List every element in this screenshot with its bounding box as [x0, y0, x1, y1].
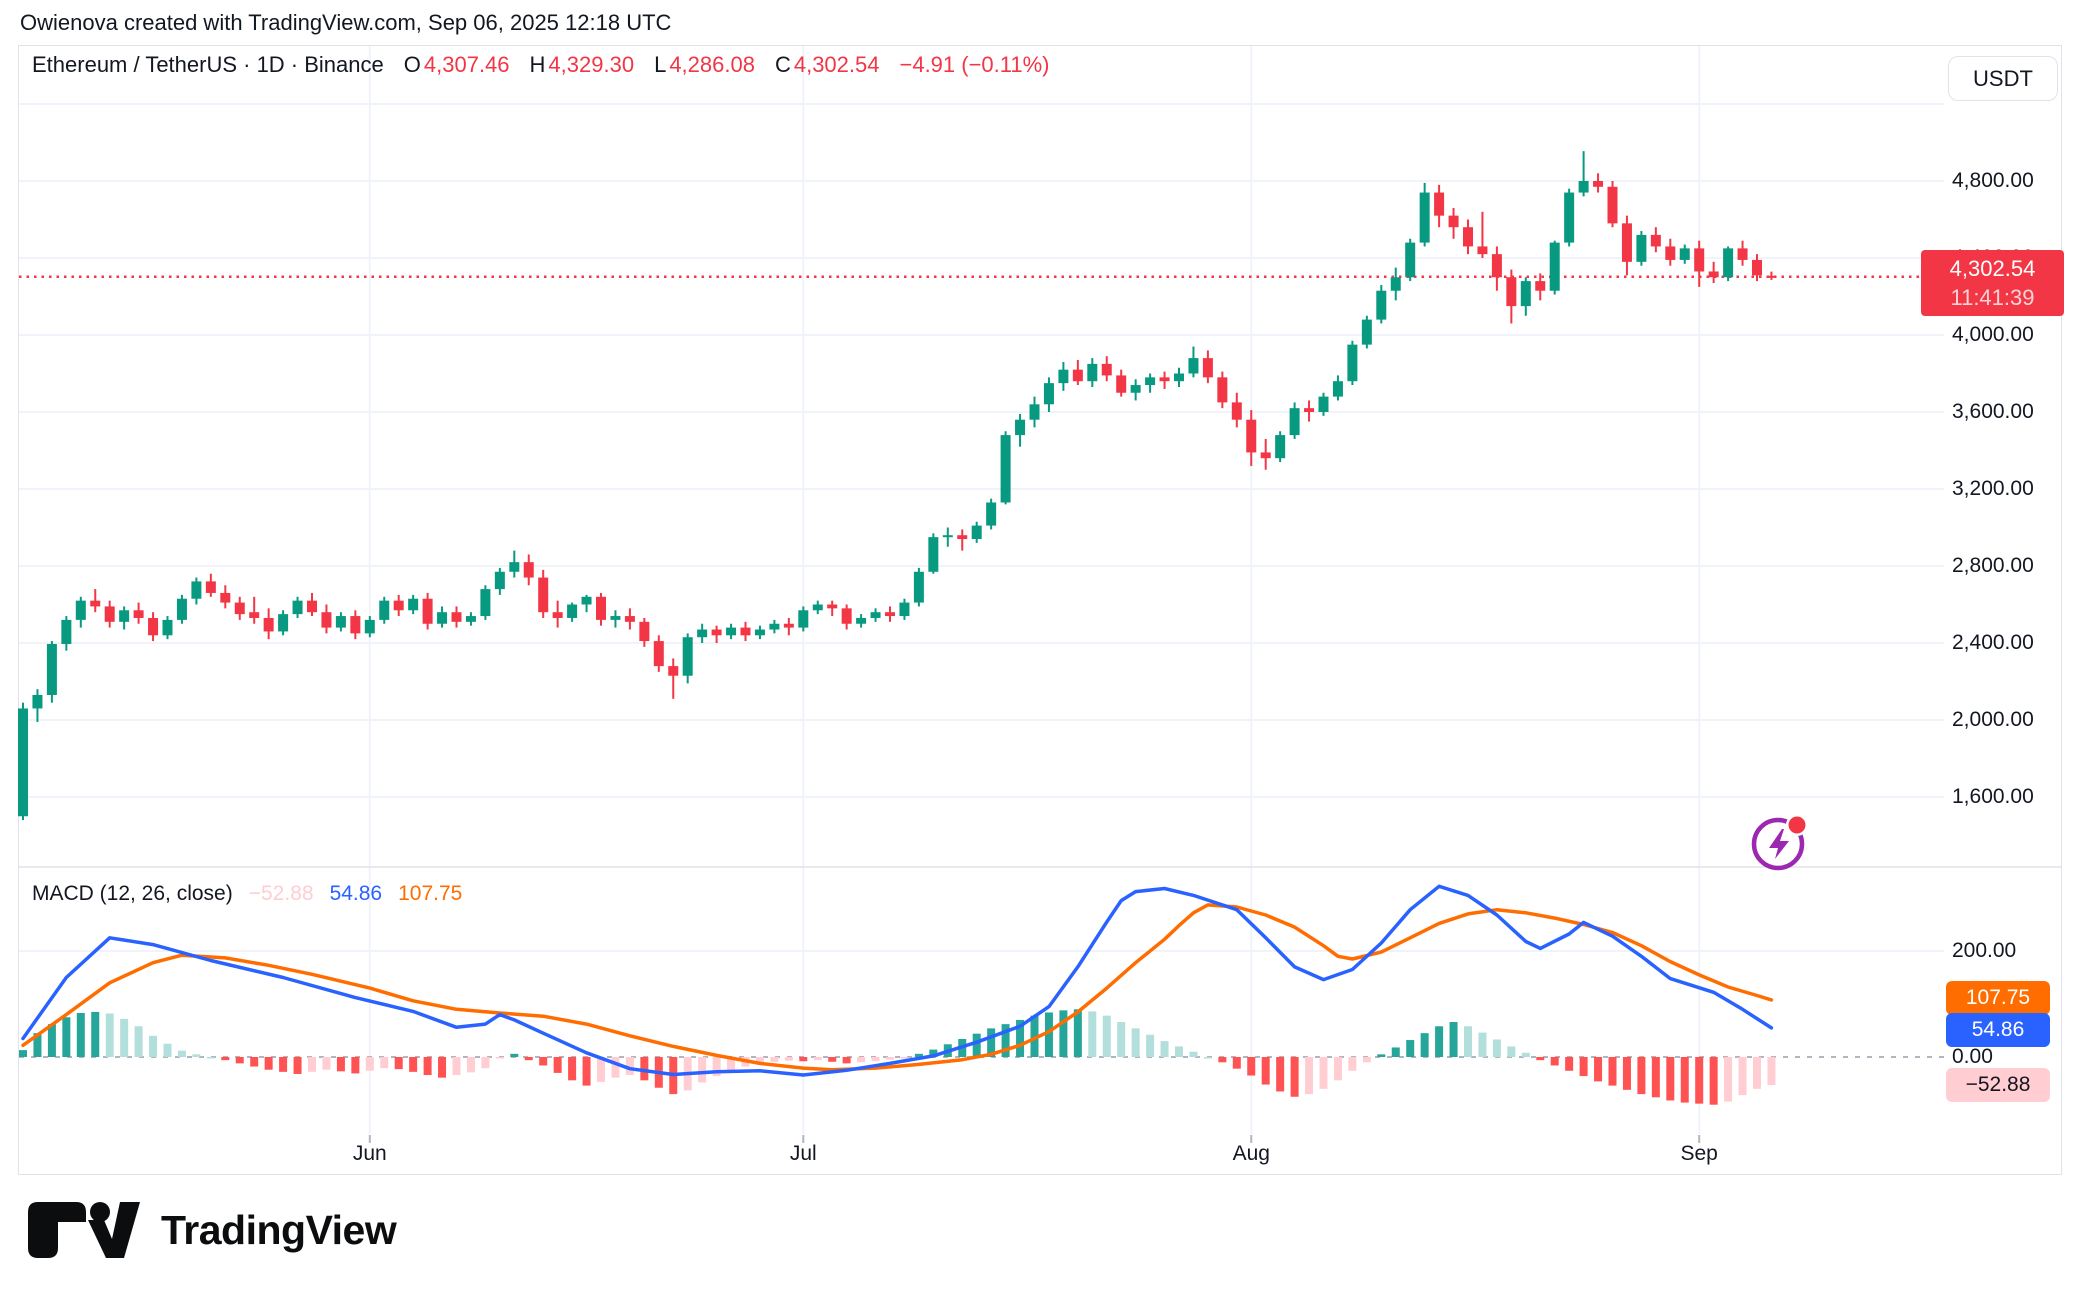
- macd-histogram: [19, 1009, 1776, 1105]
- macd-value-badge: 107.75: [1946, 981, 2050, 1015]
- chart-widget: [18, 45, 2062, 1175]
- price-gridlines: [19, 103, 1944, 952]
- time-axis-label: Sep: [1680, 1142, 1718, 1165]
- lightning-circle-icon: [1751, 814, 1808, 871]
- candles-series: [18, 151, 1777, 821]
- currency-toggle-button[interactable]: USDT: [1948, 56, 2058, 101]
- macd-legend: MACD (12, 26, close) −52.88 54.86 107.75: [32, 882, 462, 906]
- time-gridlines: [368, 46, 1701, 1143]
- red-dot-icon: [1788, 816, 1806, 834]
- open-letter: O: [403, 52, 421, 77]
- lightning-bolt-icon: [1769, 829, 1789, 859]
- symbol-legend: Ethereum / TetherUS · 1D · Binance O 4,30…: [32, 52, 1050, 78]
- price-axis-label: 3,600.00: [1952, 400, 2034, 423]
- high-letter: H: [529, 52, 546, 77]
- flash-snapshot-button[interactable]: [1748, 812, 1810, 874]
- macd-line-value: 54.86: [329, 882, 383, 905]
- price-axis-label: 2,400.00: [1952, 631, 2034, 654]
- bar-countdown: 11:41:39: [1950, 285, 2035, 310]
- macd-value-badge: 54.86: [1946, 1013, 2050, 1047]
- close-value: 4,302.54: [793, 52, 880, 77]
- macd-value-badge: −52.88: [1946, 1068, 2050, 1102]
- macd-title: MACD (12, 26, close): [32, 882, 233, 905]
- price-axis-label: 2,800.00: [1952, 554, 2034, 577]
- symbol-title: Ethereum / TetherUS · 1D · Binance: [32, 52, 384, 77]
- price-axis-label: 4,800.00: [1952, 169, 2034, 192]
- macd-axis-label: 200.00: [1952, 939, 2017, 962]
- ohlc-low: L 4,286.08: [654, 52, 755, 78]
- last-price-value: 4,302.54: [1949, 256, 2036, 281]
- signal-line: [21, 903, 1774, 1072]
- ohlc-high: H 4,329.30: [530, 52, 635, 78]
- high-value: 4,329.30: [548, 52, 635, 77]
- tradingview-logo-text: TradingView: [161, 1207, 397, 1253]
- price-axis-label: 1,600.00: [1952, 785, 2034, 808]
- macd-histogram-value: −52.88: [248, 882, 314, 905]
- ohlc-close: C 4,302.54: [775, 52, 880, 78]
- close-letter: C: [774, 52, 791, 77]
- time-axis-label: Jul: [789, 1142, 817, 1165]
- low-value: 4,286.08: [669, 52, 755, 77]
- ohlc-open: O 4,307.46: [404, 52, 510, 78]
- price-axis-label: 4,000.00: [1952, 323, 2034, 346]
- attribution-text: Owienova created with TradingView.com, S…: [20, 10, 672, 35]
- macd-line: [21, 884, 1774, 1077]
- tradingview-mark-icon: [28, 1202, 140, 1258]
- price-axis-label: 3,200.00: [1952, 477, 2034, 500]
- time-axis-label: Aug: [1232, 1142, 1270, 1165]
- tradingview-logo[interactable]: TradingView: [28, 1202, 397, 1259]
- time-axis-label: Jun: [352, 1142, 387, 1165]
- open-value: 4,307.46: [423, 52, 510, 77]
- price-axis-label: 2,000.00: [1952, 708, 2034, 731]
- macd-signal-value: 107.75: [398, 882, 463, 905]
- macd-axis-label: 0.00: [1952, 1045, 1993, 1068]
- low-letter: L: [654, 52, 667, 77]
- change-value: −4.91 (−0.11%): [899, 52, 1050, 77]
- last-price-badge: 4,302.54 11:41:39: [1921, 250, 2064, 316]
